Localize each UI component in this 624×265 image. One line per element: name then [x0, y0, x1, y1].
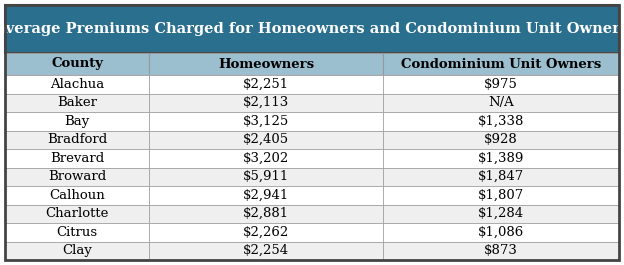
Text: Broward: Broward [48, 170, 106, 183]
Bar [383, 94, 619, 112]
Bar [383, 223, 619, 241]
Text: $1,807: $1,807 [478, 189, 524, 202]
Bar [5, 75, 149, 94]
Bar [149, 241, 383, 260]
Text: $2,113: $2,113 [243, 96, 289, 109]
Bar [149, 149, 383, 167]
Text: $2,941: $2,941 [243, 189, 289, 202]
Bar [149, 205, 383, 223]
Text: $2,405: $2,405 [243, 133, 289, 146]
Bar [5, 205, 149, 223]
Bar [383, 75, 619, 94]
Bar [149, 130, 383, 149]
Text: Brevard: Brevard [50, 152, 104, 165]
Bar [383, 186, 619, 205]
Bar [5, 241, 149, 260]
Bar [5, 130, 149, 149]
Bar [149, 53, 383, 75]
Text: $1,847: $1,847 [478, 170, 524, 183]
Bar [5, 223, 149, 241]
Bar [5, 53, 149, 75]
Bar [5, 167, 149, 186]
Bar [5, 149, 149, 167]
Text: Citrus: Citrus [57, 226, 98, 239]
Text: $1,338: $1,338 [477, 115, 524, 128]
Text: Baker: Baker [57, 96, 97, 109]
Text: $3,202: $3,202 [243, 152, 289, 165]
Bar [149, 223, 383, 241]
Text: Condominium Unit Owners: Condominium Unit Owners [401, 58, 601, 70]
Bar [5, 112, 149, 130]
Bar [5, 186, 149, 205]
Text: $1,389: $1,389 [477, 152, 524, 165]
Bar [149, 186, 383, 205]
Text: $2,881: $2,881 [243, 207, 289, 220]
Text: $873: $873 [484, 244, 518, 257]
Text: $2,254: $2,254 [243, 244, 289, 257]
Text: $2,262: $2,262 [243, 226, 289, 239]
Bar [149, 75, 383, 94]
Text: $1,086: $1,086 [478, 226, 524, 239]
Text: County: County [51, 58, 103, 70]
Bar [5, 5, 619, 53]
Text: $5,911: $5,911 [243, 170, 289, 183]
Bar [383, 241, 619, 260]
Bar [383, 112, 619, 130]
Bar [383, 130, 619, 149]
Text: $2,251: $2,251 [243, 78, 289, 91]
Text: $928: $928 [484, 133, 518, 146]
Text: N/A: N/A [488, 96, 514, 109]
Text: Calhoun: Calhoun [49, 189, 105, 202]
Text: Average Premiums Charged for Homeowners and Condominium Unit Owners: Average Premiums Charged for Homeowners … [0, 22, 624, 36]
Bar [5, 94, 149, 112]
Bar [149, 167, 383, 186]
Text: $975: $975 [484, 78, 518, 91]
Text: Alachua: Alachua [50, 78, 104, 91]
Bar [383, 167, 619, 186]
Text: Bradford: Bradford [47, 133, 107, 146]
Text: Homeowners: Homeowners [218, 58, 314, 70]
Text: Bay: Bay [64, 115, 90, 128]
Text: Clay: Clay [62, 244, 92, 257]
Bar [149, 112, 383, 130]
Text: Charlotte: Charlotte [46, 207, 109, 220]
Text: $1,284: $1,284 [478, 207, 524, 220]
Bar [383, 53, 619, 75]
Bar [383, 205, 619, 223]
Bar [383, 149, 619, 167]
Text: $3,125: $3,125 [243, 115, 289, 128]
Bar [149, 94, 383, 112]
